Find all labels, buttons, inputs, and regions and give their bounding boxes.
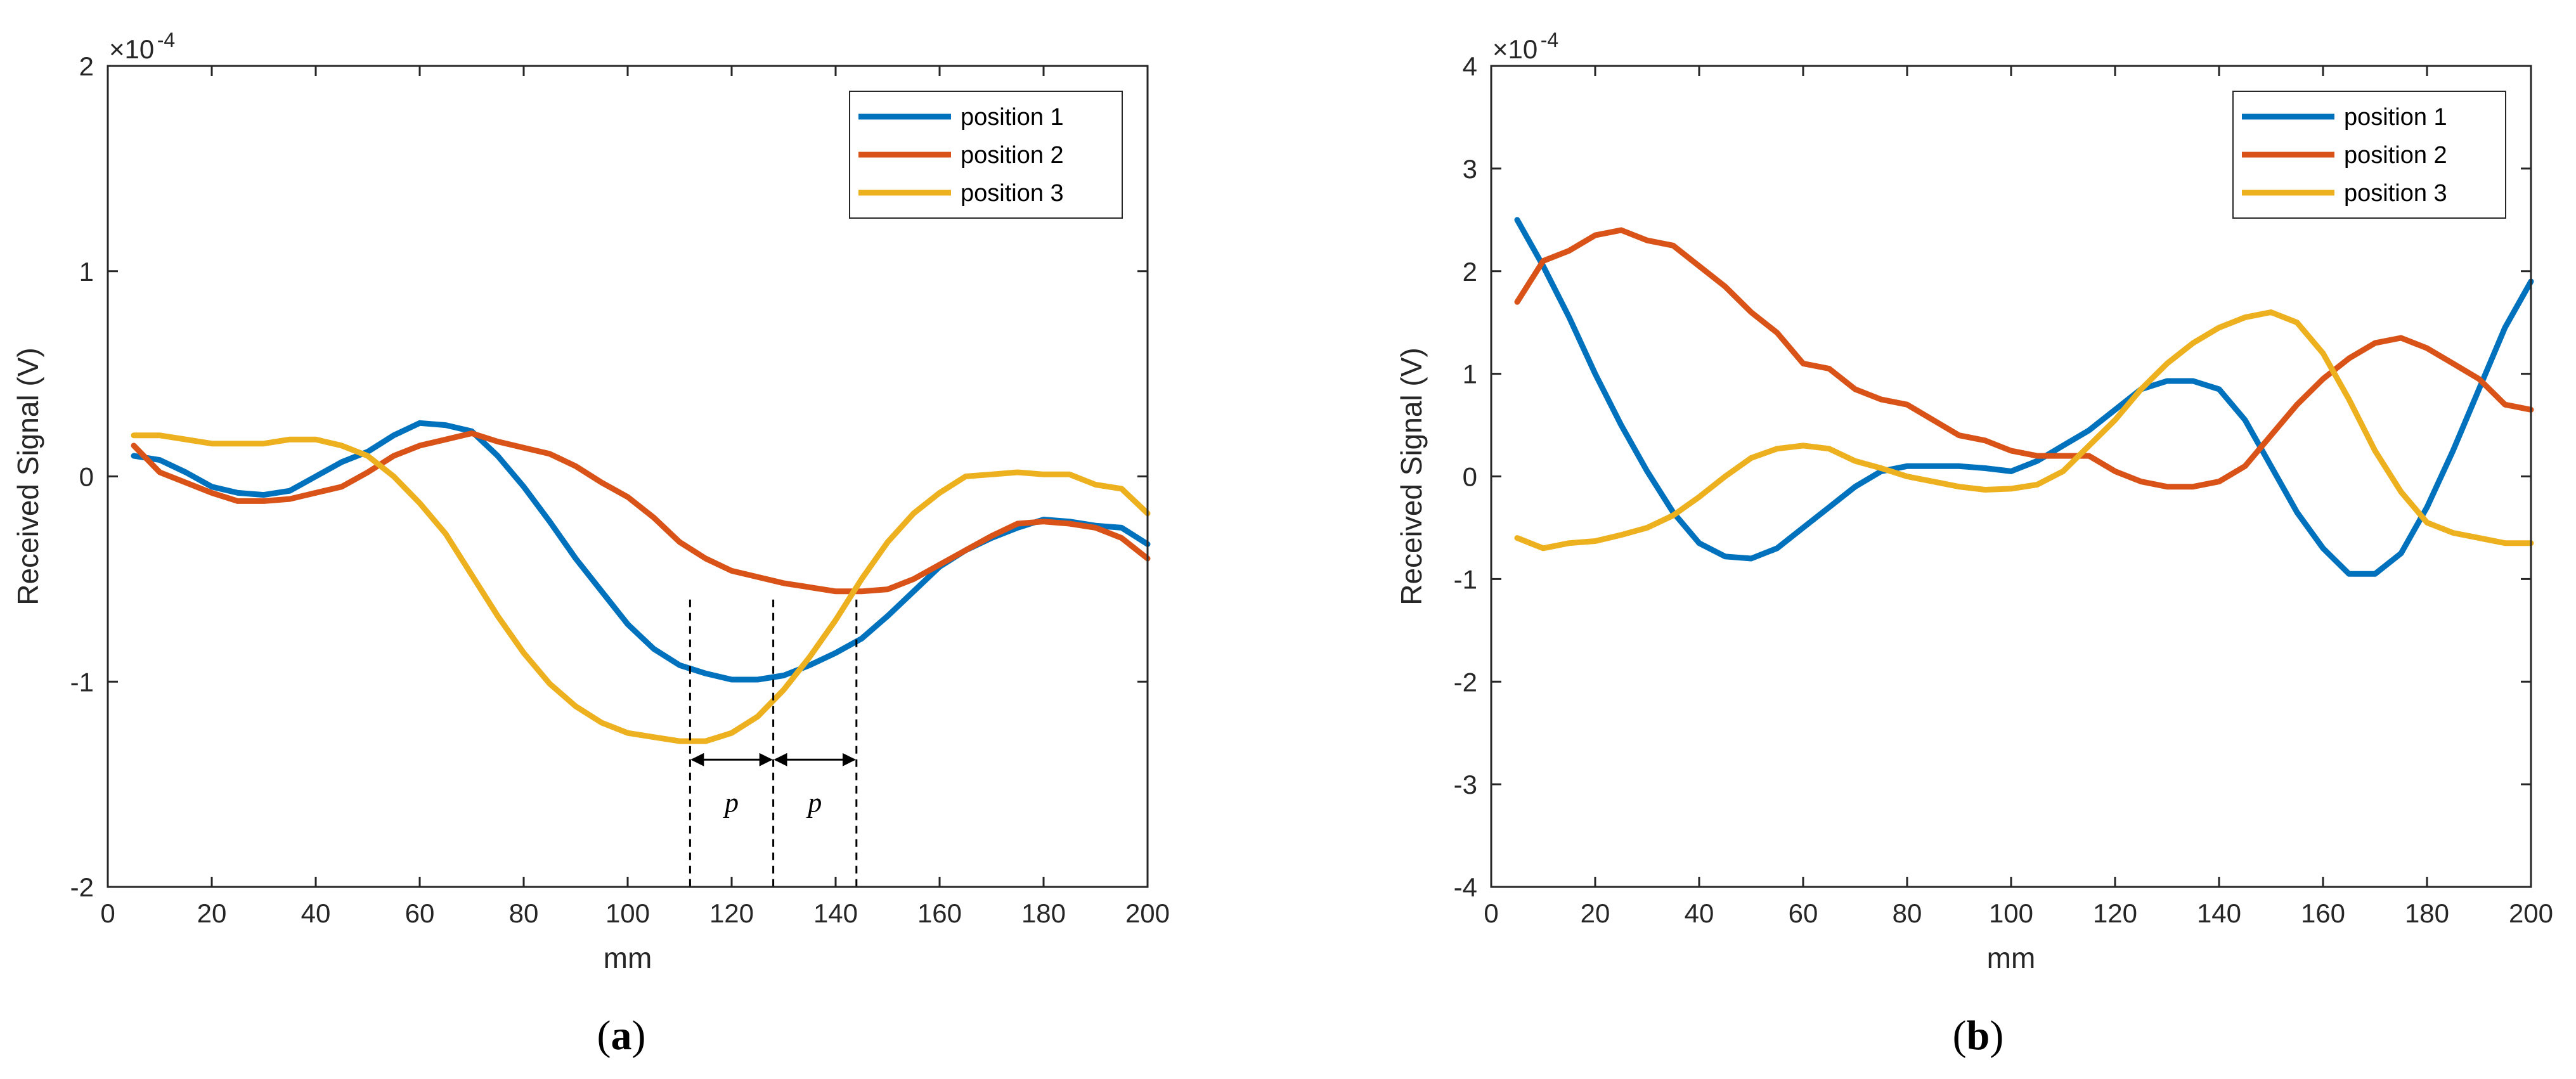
x-axis-label: mm	[604, 941, 652, 974]
caption-paren-open: (	[597, 1012, 611, 1059]
panel-caption: (a)	[597, 1012, 646, 1059]
x-tick-label: 0	[100, 898, 115, 928]
series-line-position-2	[1514, 227, 2534, 490]
legend: position 1 position 2 position 3	[2232, 91, 2506, 219]
legend-label-position-2: position 2	[961, 142, 1064, 169]
x-axis-label: mm	[1987, 941, 2036, 974]
exponent-base: ×10	[109, 34, 154, 64]
legend-label-position-2: position 2	[2344, 142, 2447, 169]
caption-paren-close: )	[632, 1012, 646, 1059]
series-lines	[131, 420, 1151, 744]
x-tick-label: 160	[2301, 898, 2345, 928]
axis-ticks: 0 20 40 60 80 100 120 140 160 180 200 -4 -3 -2 -1 0 1 2 3 4	[1454, 51, 2553, 928]
series-line-position-1	[1514, 217, 2534, 577]
period-label: p	[806, 787, 822, 818]
x-tick-label: 100	[605, 898, 650, 928]
period-label: p	[723, 787, 739, 818]
y-tick-label: -1	[70, 667, 94, 697]
y-tick-label: 4	[1463, 51, 1477, 81]
y-tick-label: 0	[1463, 462, 1477, 492]
x-tick-label: 120	[2093, 898, 2137, 928]
x-tick-label: 100	[1989, 898, 2033, 928]
y-tick-label: -1	[1454, 564, 1477, 594]
x-tick-label: 120	[709, 898, 754, 928]
y-tick-label: -2	[70, 872, 94, 902]
y-tick-label: 1	[79, 257, 94, 287]
y-axis-label: Received Signal (V)	[11, 347, 44, 605]
y-tick-label: -2	[1454, 667, 1477, 697]
x-tick-label: 180	[1021, 898, 1066, 928]
legend-label-position-1: position 1	[2344, 104, 2447, 131]
chart-panel-b: 0 20 40 60 80 100 120 140 160 180 200 -4 -3 -2 -1 0 1 2 3 4…	[1395, 29, 2553, 1059]
caption-paren-close: )	[1990, 1012, 2003, 1059]
x-tick-label: 60	[405, 898, 435, 928]
y-tick-label: -4	[1454, 872, 1477, 902]
series-line-position-3	[1514, 309, 2534, 552]
exponent-power: -4	[1541, 29, 1558, 51]
x-tick-label: 80	[509, 898, 539, 928]
x-tick-label: 140	[2197, 898, 2241, 928]
x-tick-label: 200	[2509, 898, 2553, 928]
panel-caption: (b)	[1953, 1012, 2004, 1059]
x-tick-label: 0	[1484, 898, 1498, 928]
y-tick-label: -3	[1454, 770, 1477, 799]
y-tick-label: 2	[1463, 257, 1477, 287]
exponent-power: -4	[157, 29, 175, 51]
x-tick-label: 40	[1685, 898, 1714, 928]
exponent-base: ×10	[1492, 34, 1537, 64]
series-lines	[1514, 217, 2534, 577]
series-line-position-3	[131, 432, 1151, 744]
y-tick-label: 3	[1463, 154, 1477, 184]
series-line-position-2	[131, 430, 1151, 595]
legend-label-position-3: position 3	[961, 180, 1064, 207]
caption-letter: b	[1967, 1012, 1990, 1059]
axis-ticks: 0 20 40 60 80 100 120 140 160 180 200 -2 -1 0 1 2	[70, 51, 1170, 928]
legend: position 1 position 2 position 3	[849, 91, 1123, 219]
series-line-position-1	[131, 420, 1151, 683]
x-tick-label: 20	[1581, 898, 1610, 928]
x-tick-label: 80	[1893, 898, 1922, 928]
x-tick-label: 180	[2405, 898, 2449, 928]
caption-paren-open: (	[1953, 1012, 1967, 1059]
x-tick-label: 200	[1125, 898, 1170, 928]
y-tick-label: 2	[79, 51, 94, 81]
x-tick-label: 140	[813, 898, 858, 928]
x-tick-label: 160	[917, 898, 962, 928]
y-tick-label: 0	[79, 462, 94, 492]
y-axis-exponent: ×10 -4	[109, 29, 175, 64]
legend-label-position-3: position 3	[2344, 180, 2447, 207]
y-axis-label: Received Signal (V)	[1395, 347, 1428, 605]
caption-letter: a	[611, 1012, 632, 1059]
y-axis-exponent: ×10 -4	[1492, 29, 1558, 64]
legend-label-position-1: position 1	[961, 104, 1064, 131]
x-tick-label: 40	[301, 898, 331, 928]
x-tick-label: 20	[197, 898, 227, 928]
x-tick-label: 60	[1789, 898, 1818, 928]
y-tick-label: 1	[1463, 359, 1477, 389]
